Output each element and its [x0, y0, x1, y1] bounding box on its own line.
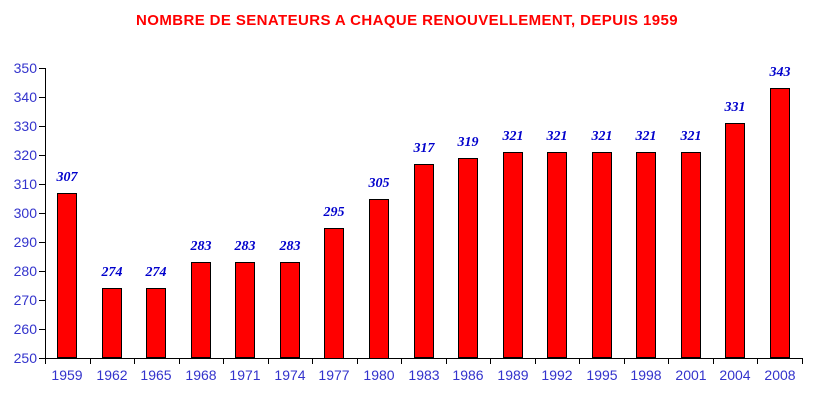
- x-axis-tick: [535, 359, 536, 364]
- x-tick-label: 1989: [497, 367, 529, 383]
- y-axis-line: [45, 68, 46, 359]
- x-axis-tick: [268, 359, 269, 364]
- bar-value-label: 317: [413, 141, 435, 156]
- bar-value-label: 321: [502, 129, 524, 144]
- bar-value-label: 319: [457, 135, 479, 150]
- bar-1968: [191, 262, 211, 358]
- bar-1962: [102, 288, 122, 358]
- x-axis-tick: [90, 359, 91, 364]
- x-axis-tick: [223, 359, 224, 364]
- bar-1983: [414, 164, 434, 358]
- y-tick-label: 260: [13, 321, 37, 337]
- x-axis-tick: [713, 359, 714, 364]
- x-axis-tick: [624, 359, 625, 364]
- x-tick-label: 1986: [452, 367, 484, 383]
- x-axis-tick: [579, 359, 580, 364]
- x-tick-label: 1998: [630, 367, 662, 383]
- bar-value-label: 307: [56, 170, 78, 185]
- y-axis-tick: [39, 97, 45, 98]
- bar-1965: [146, 288, 166, 358]
- y-axis-tick: [39, 300, 45, 301]
- y-tick-label: 340: [13, 89, 37, 105]
- x-tick-label: 1995: [586, 367, 618, 383]
- y-tick-label: 350: [13, 60, 37, 76]
- bar-1974: [280, 262, 300, 358]
- y-axis-tick: [39, 271, 45, 272]
- bar-value-label: 283: [279, 239, 301, 254]
- bar-2004: [725, 123, 745, 358]
- bar-1959: [57, 193, 77, 358]
- x-axis-tick: [757, 359, 758, 364]
- y-axis-tick: [39, 242, 45, 243]
- bar-1986: [458, 158, 478, 358]
- x-axis-tick: [312, 359, 313, 364]
- bar-value-label: 283: [190, 239, 212, 254]
- bar-2008: [770, 88, 790, 358]
- y-axis-tick: [39, 213, 45, 214]
- y-axis-tick: [39, 184, 45, 185]
- x-axis-tick: [134, 359, 135, 364]
- y-tick-label: 330: [13, 118, 37, 134]
- y-axis-tick: [39, 358, 45, 359]
- x-axis-tick: [357, 359, 358, 364]
- y-tick-label: 300: [13, 205, 37, 221]
- bar-value-label: 274: [145, 265, 167, 280]
- y-tick-label: 250: [13, 350, 37, 366]
- bar-value-label: 321: [635, 129, 657, 144]
- x-tick-label: 1974: [274, 367, 306, 383]
- bar-value-label: 343: [769, 65, 791, 80]
- x-tick-label: 1977: [318, 367, 350, 383]
- x-axis-tick: [179, 359, 180, 364]
- x-tick-label: 1980: [363, 367, 395, 383]
- y-axis-tick: [39, 155, 45, 156]
- bar-1995: [592, 152, 612, 358]
- x-tick-label: 1965: [140, 367, 172, 383]
- bar-1992: [547, 152, 567, 358]
- chart-title: NOMBRE DE SENATEURS A CHAQUE RENOUVELLEM…: [136, 12, 678, 29]
- y-tick-label: 280: [13, 263, 37, 279]
- bar-value-label: 331: [724, 100, 746, 115]
- bar-value-label: 295: [323, 205, 345, 220]
- y-tick-label: 310: [13, 176, 37, 192]
- x-axis-tick: [802, 359, 803, 364]
- x-axis-line: [45, 358, 803, 359]
- y-tick-label: 320: [13, 147, 37, 163]
- y-axis-tick: [39, 126, 45, 127]
- x-axis-tick: [401, 359, 402, 364]
- y-axis-tick: [39, 329, 45, 330]
- x-tick-label: 1971: [229, 367, 261, 383]
- y-tick-label: 290: [13, 234, 37, 250]
- bar-2001: [681, 152, 701, 358]
- bar-1971: [235, 262, 255, 358]
- x-tick-label: 2001: [675, 367, 707, 383]
- bar-value-label: 274: [101, 265, 123, 280]
- x-tick-label: 1962: [96, 367, 128, 383]
- y-axis-tick: [39, 68, 45, 69]
- x-tick-label: 1983: [408, 367, 440, 383]
- x-axis-tick: [45, 359, 46, 364]
- bar-value-label: 321: [546, 129, 568, 144]
- bar-value-label: 283: [234, 239, 256, 254]
- x-axis-tick: [668, 359, 669, 364]
- bar-1977: [324, 228, 344, 359]
- x-axis-tick: [446, 359, 447, 364]
- bar-value-label: 305: [368, 176, 390, 191]
- y-tick-label: 270: [13, 292, 37, 308]
- x-tick-label: 1968: [185, 367, 217, 383]
- bar-value-label: 321: [591, 129, 613, 144]
- bar-1998: [636, 152, 656, 358]
- x-tick-label: 2008: [764, 367, 796, 383]
- bar-1980: [369, 199, 389, 359]
- x-tick-label: 1992: [541, 367, 573, 383]
- x-tick-label: 2004: [719, 367, 751, 383]
- x-axis-tick: [490, 359, 491, 364]
- bar-value-label: 321: [680, 129, 702, 144]
- bar-1989: [503, 152, 523, 358]
- x-tick-label: 1959: [51, 367, 83, 383]
